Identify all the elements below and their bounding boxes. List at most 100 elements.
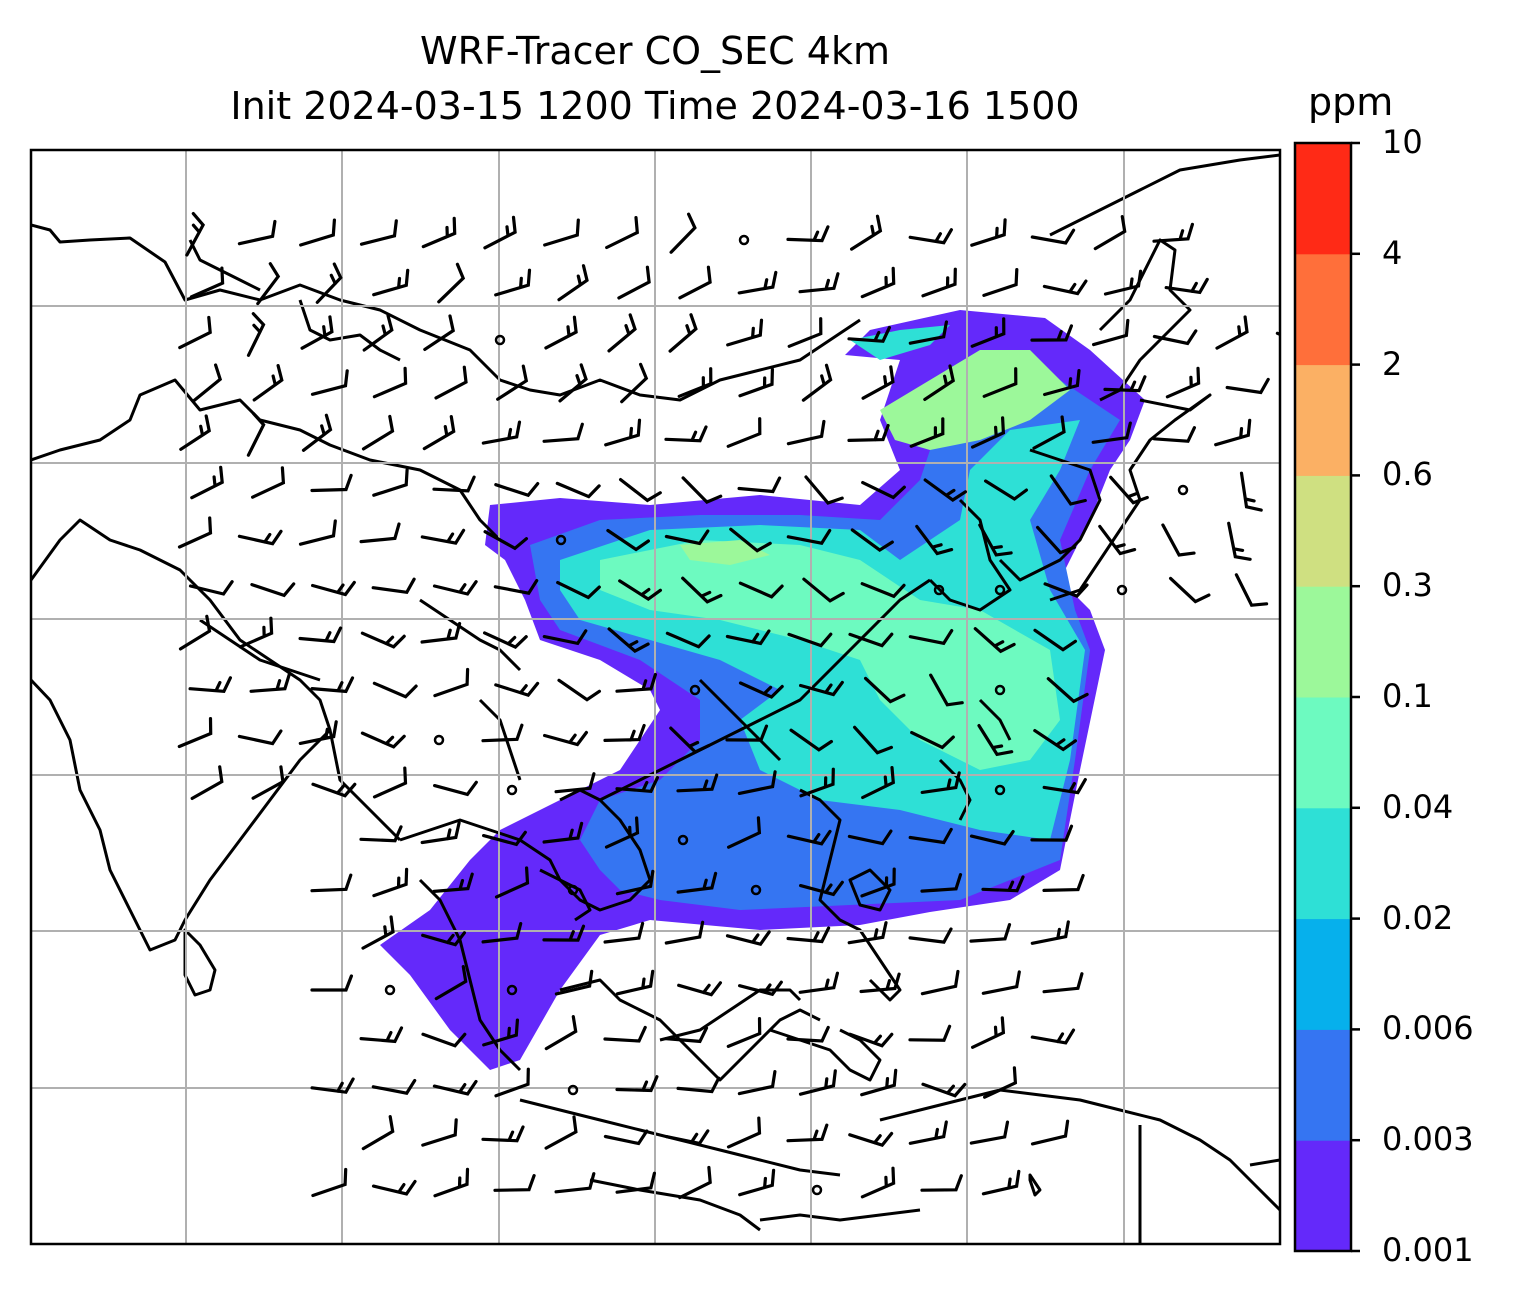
wind-barb [494, 268, 532, 297]
wind-barb [542, 924, 586, 942]
wind-barb [1103, 375, 1147, 393]
wind-barb [984, 479, 1028, 501]
wind-barb [847, 829, 893, 846]
colorbar-unit: ppm [1308, 80, 1394, 124]
wind-barb [1036, 525, 1076, 555]
wind-barb [543, 730, 588, 747]
wind-barb [189, 266, 225, 299]
wind-barb [420, 528, 466, 545]
wind-barb [860, 1166, 896, 1199]
wind-barb [310, 369, 349, 396]
wind-barb [860, 582, 906, 599]
calm-wind-marker [994, 684, 1006, 696]
wind-barb [908, 827, 953, 845]
wind-barb [493, 1174, 536, 1192]
wind-barb [664, 920, 705, 945]
wind-barb [604, 418, 642, 447]
wind-barb [605, 216, 639, 250]
map-title-line2: Init 2024-03-15 1200 Time 2024-03-16 150… [230, 84, 1080, 128]
wind-barb [494, 1067, 530, 1098]
wind-barb [251, 466, 286, 499]
wind-barb [423, 314, 455, 351]
colorbar-tick-label: 0.6 [1382, 455, 1433, 494]
colorbar-segment [1295, 807, 1351, 920]
wind-barb [607, 313, 637, 353]
calm-wind-marker [506, 984, 518, 996]
colorbar-segment [1295, 143, 1351, 255]
wind-barb [432, 580, 478, 596]
wind-barb [676, 1076, 721, 1094]
colorbar-segment [1295, 697, 1351, 809]
wind-barb [676, 871, 718, 894]
wind-barb [737, 1070, 777, 1096]
wind-barb [737, 270, 778, 295]
wind-barb [848, 1131, 894, 1148]
wind-barb [481, 723, 524, 743]
wind-barb [929, 673, 964, 707]
wind-barb [603, 921, 645, 944]
wind-barb [789, 728, 833, 752]
wind-barb [554, 969, 594, 996]
wind-barb [372, 766, 408, 799]
wind-barb [799, 880, 844, 897]
wind-barb [971, 416, 1006, 449]
calm-wind-marker [494, 334, 506, 346]
wind-barb [798, 272, 840, 294]
wind-barb [798, 1069, 837, 1096]
wind-barb [188, 580, 234, 596]
colorbar-segment [1295, 253, 1351, 366]
calm-wind-marker [811, 1184, 823, 1196]
wind-barb [861, 481, 906, 500]
colorbar-segment [1295, 1029, 1351, 1141]
wind-barb [977, 724, 1014, 757]
wind-barb [483, 631, 528, 650]
wind-barb [664, 425, 708, 443]
calm-wind-marker [933, 584, 945, 596]
colorbar-segment [1295, 475, 1351, 587]
wind-barbs [177, 212, 1280, 1200]
wind-barb [482, 830, 527, 847]
wind-barb [360, 631, 406, 649]
wind-barb [1042, 778, 1087, 795]
colorbar-tick-label: 0.006 [1382, 1009, 1474, 1048]
wind-barb [1030, 1028, 1076, 1045]
wind-barb [799, 680, 844, 697]
wind-barb [311, 1167, 348, 1198]
wind-barb [1103, 269, 1143, 296]
wind-barb [604, 816, 640, 849]
wind-barb [615, 776, 659, 793]
wind-barb [315, 262, 343, 304]
wind-barb [1164, 277, 1209, 295]
wind-barb [678, 265, 712, 300]
wind-barb [556, 581, 601, 600]
wind-barb [921, 267, 957, 298]
calm-wind-marker [384, 984, 396, 996]
wind-barb [909, 417, 945, 448]
wind-barb [1169, 576, 1211, 604]
wind-barb [973, 627, 1016, 654]
wind-barb [310, 1077, 355, 1094]
wind-barb [190, 765, 224, 800]
wind-barb [860, 1068, 898, 1097]
wind-barb [1042, 972, 1084, 994]
wind-barb [1042, 873, 1085, 892]
calm-wind-marker [689, 684, 701, 696]
wind-barb [421, 931, 466, 947]
wind-barb [676, 773, 719, 793]
wind-barb [920, 1174, 963, 1192]
wind-barb [1092, 318, 1130, 347]
wind-barb [362, 313, 394, 352]
wind-barb [859, 972, 901, 994]
wind-barb [481, 922, 523, 944]
map-panel [31, 150, 1280, 1244]
wind-barb [496, 364, 529, 401]
wind-barb [190, 465, 224, 500]
wind-barb [969, 830, 1015, 846]
wind-barb [798, 971, 839, 994]
wind-barb [434, 365, 468, 400]
wind-barb [432, 475, 476, 493]
wind-barb [1043, 369, 1081, 397]
wind-barb [786, 926, 831, 944]
wind-barb [725, 724, 769, 742]
colorbar-segment [1295, 364, 1351, 476]
